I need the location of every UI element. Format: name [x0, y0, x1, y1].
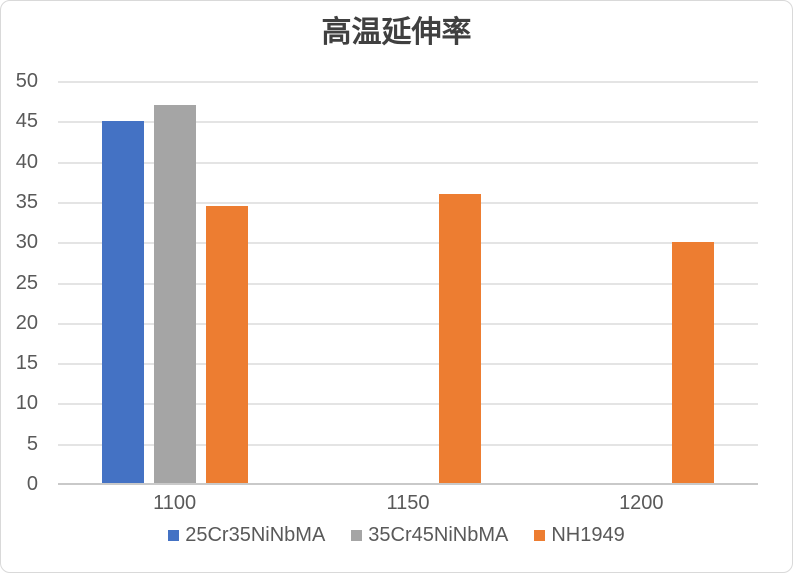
- legend-swatch-icon: [534, 529, 546, 541]
- y-tick-label: 40: [15, 150, 38, 173]
- y-tick-label: 45: [15, 110, 38, 133]
- gridline: [58, 282, 758, 285]
- gridline: [58, 201, 758, 204]
- legend-item-25Cr35NiNbMA: 25Cr35NiNbMA: [168, 524, 325, 546]
- bar-25Cr35NiNbMA-1100: [101, 121, 144, 484]
- legend-swatch-icon: [168, 529, 180, 541]
- bar-NH1949-1150: [438, 193, 481, 484]
- bar-slot: [672, 81, 715, 484]
- bar-slot: [438, 81, 481, 484]
- gridline: [58, 322, 758, 325]
- y-tick-label: 15: [15, 352, 38, 375]
- gridline: [58, 121, 758, 124]
- y-axis: 0 5 10 15 20 25 30 35 40 45 50: [1, 70, 48, 495]
- legend-label: 35Cr45NiNbMA: [368, 524, 509, 546]
- bar-slot: [387, 81, 429, 484]
- gridline: [58, 363, 758, 366]
- bar-slot: [568, 81, 610, 484]
- y-tick-label: 5: [26, 432, 38, 455]
- bar-NH1949-1200: [672, 242, 715, 484]
- x-axis-line: [58, 483, 758, 485]
- x-tick-label: 1150: [386, 492, 430, 514]
- bar-NH1949-1100: [205, 205, 248, 484]
- gridline: [58, 403, 758, 406]
- x-axis: 1100 1150 1200: [58, 492, 758, 515]
- bars-layer: [58, 81, 758, 484]
- legend-item-35Cr45NiNbMA: 35Cr45NiNbMA: [351, 524, 508, 546]
- y-tick-label: 10: [15, 392, 38, 415]
- legend-swatch-icon: [351, 529, 363, 541]
- bar-slot: [101, 81, 144, 484]
- category-group-1100: [58, 81, 291, 484]
- legend-item-NH1949: NH1949: [534, 524, 625, 546]
- legend-label: 25Cr35NiNbMA: [185, 524, 326, 546]
- gridline: [58, 81, 758, 83]
- gridline: [58, 242, 758, 245]
- bar-slot: [205, 81, 248, 484]
- bar-slot: [620, 81, 662, 484]
- x-tick-label: 1100: [153, 492, 197, 514]
- legend-label: NH1949: [551, 524, 625, 546]
- gridline: [58, 443, 758, 446]
- y-tick-label: 35: [15, 190, 38, 213]
- y-tick-label: 0: [26, 473, 38, 495]
- bar-slot: [153, 81, 196, 484]
- y-tick-label: 30: [15, 231, 38, 254]
- y-tick-label: 20: [15, 311, 38, 334]
- category-group-1200: [525, 81, 758, 484]
- gridline: [58, 161, 758, 164]
- legend: 25Cr35NiNbMA 35Cr45NiNbMA NH1949: [1, 524, 792, 546]
- y-tick-label: 50: [15, 70, 38, 92]
- category-group-1150: [291, 81, 524, 484]
- x-tick-label: 1200: [619, 492, 664, 514]
- bar-slot: [335, 81, 377, 484]
- bar-35Cr45NiNbMA-1100: [153, 105, 196, 484]
- plot-area: [58, 81, 758, 485]
- y-tick-label: 25: [15, 271, 38, 294]
- chart-title: 高温延伸率: [321, 16, 472, 49]
